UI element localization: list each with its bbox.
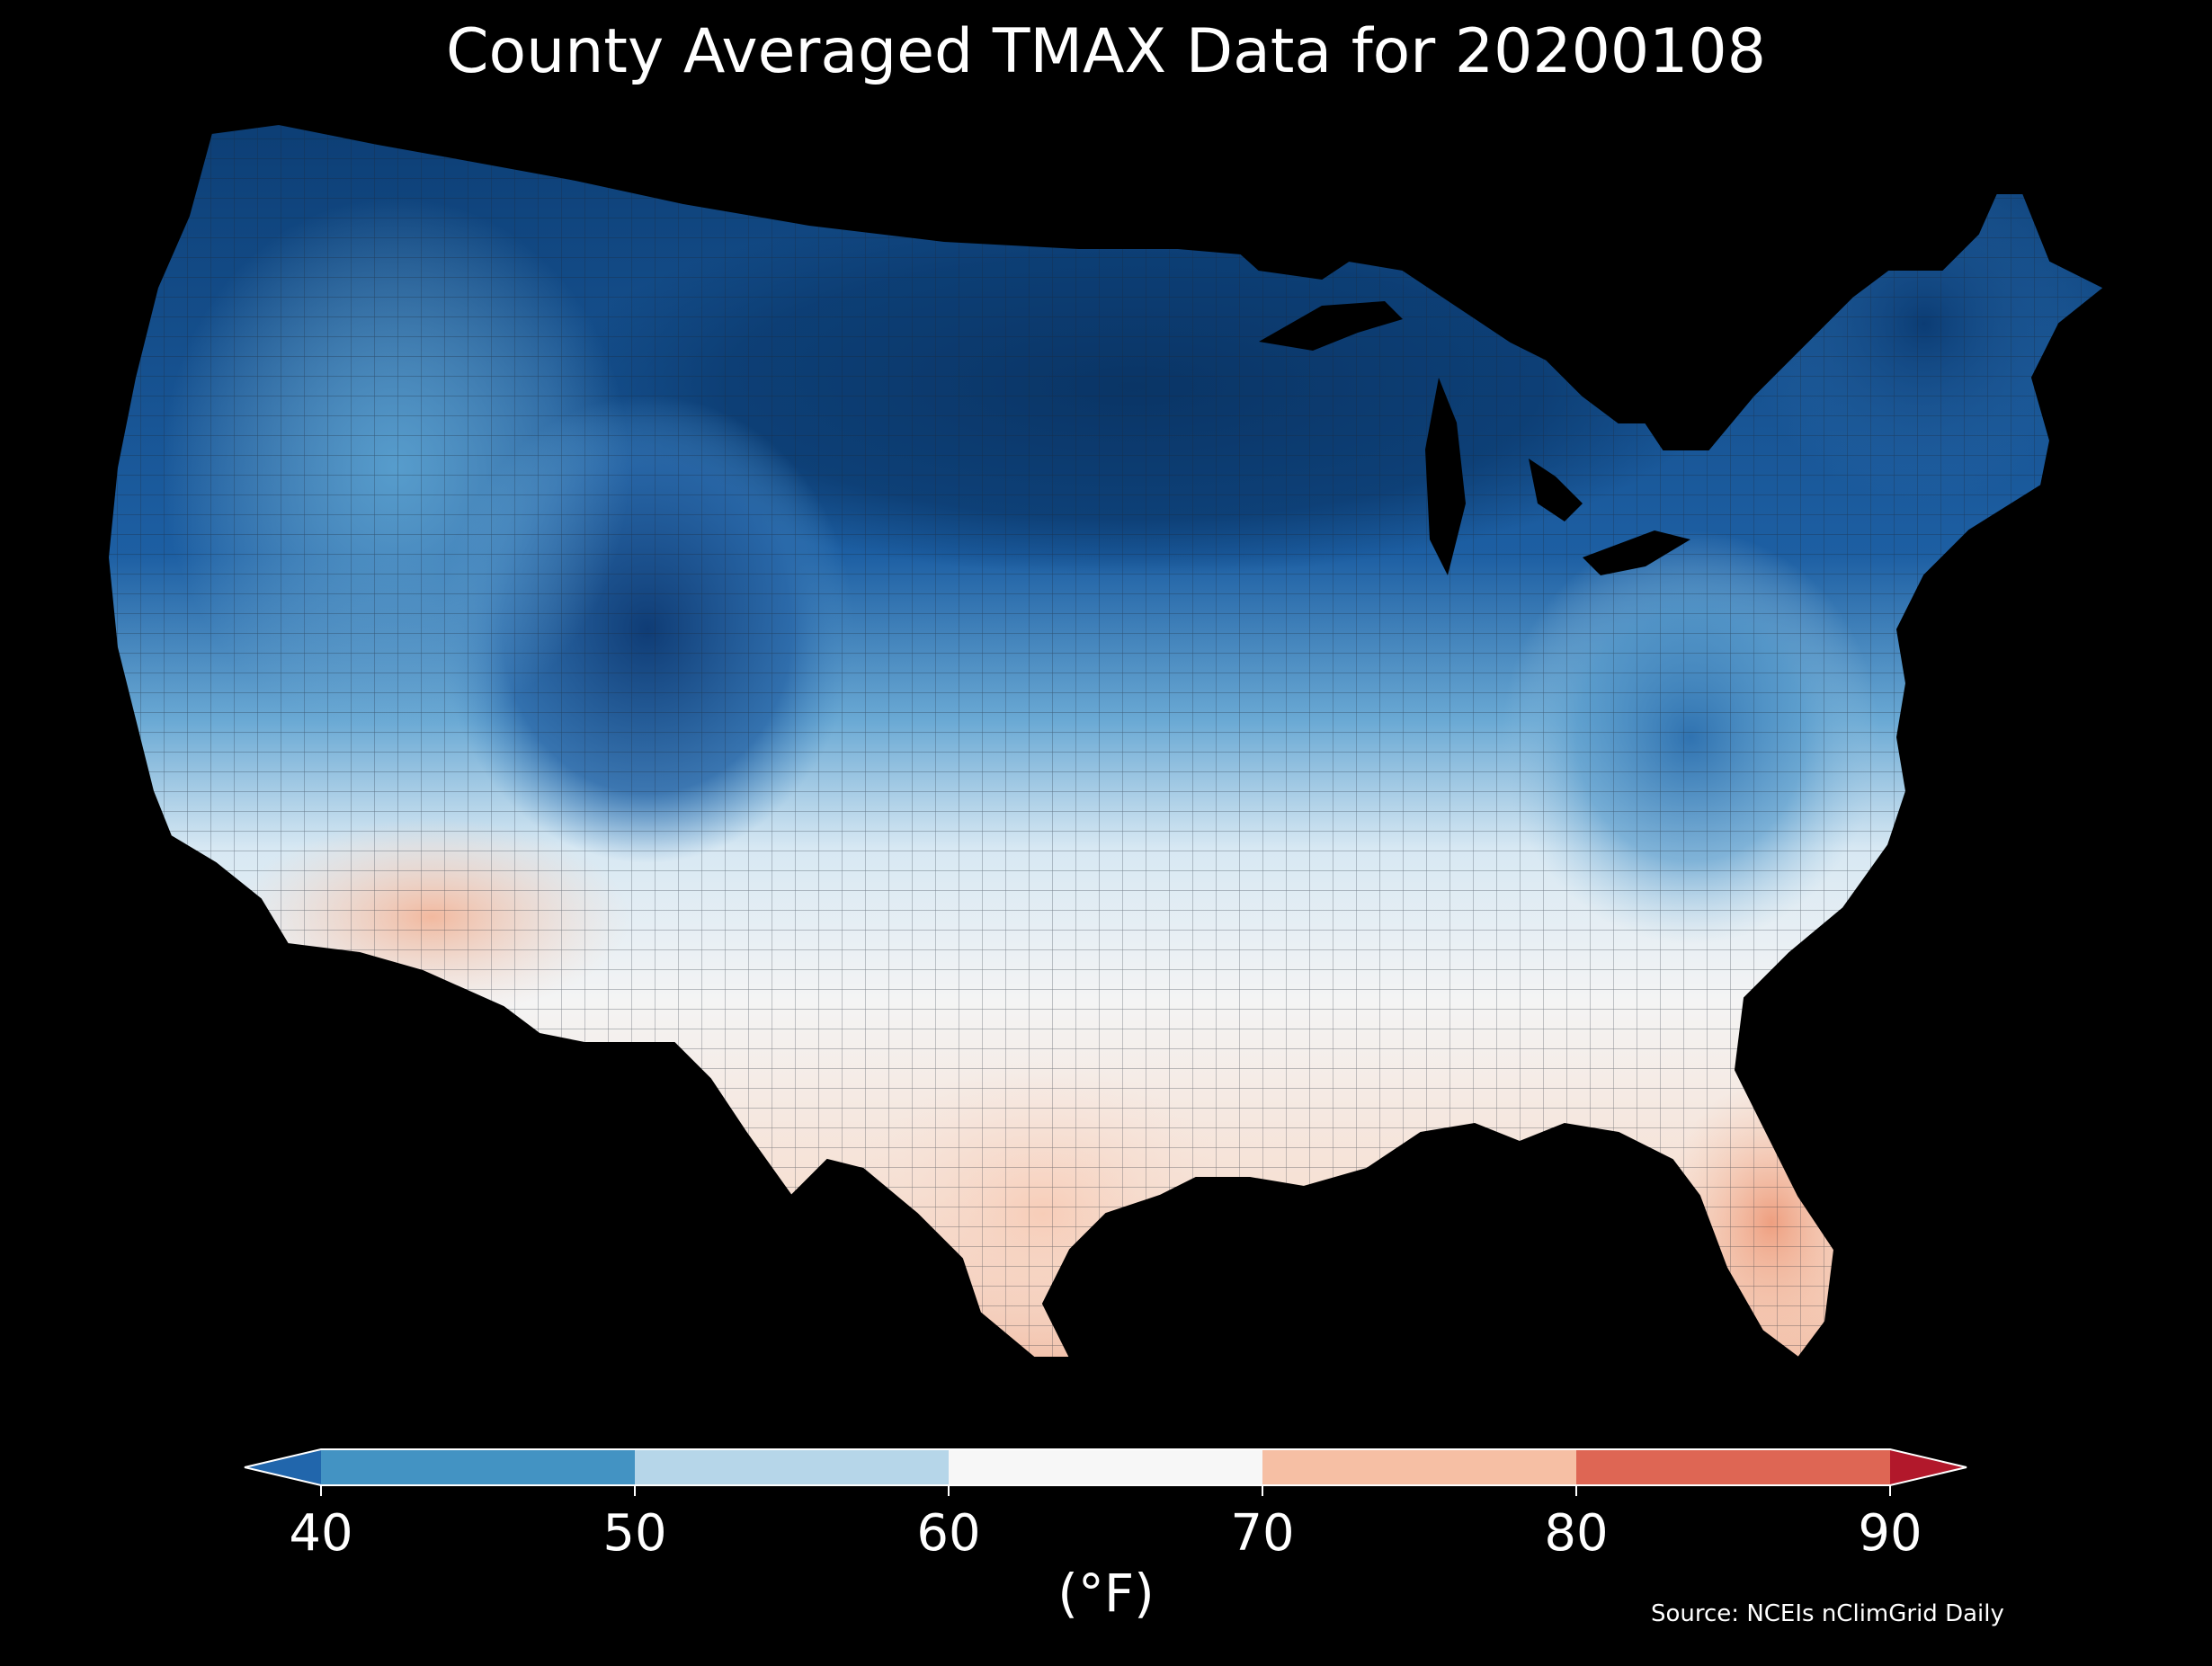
colorbar-tick-label: 50 — [602, 1504, 666, 1563]
colorbar-segment-1 — [321, 1449, 635, 1485]
colorbar-segment-5 — [1576, 1449, 1890, 1485]
colorbar-tick-label: 60 — [916, 1504, 980, 1563]
colorbar-segment-2 — [635, 1449, 949, 1485]
colorbar-segment-0 — [245, 1449, 321, 1485]
lake-huron — [1529, 459, 1583, 521]
lake-erie — [1583, 530, 1690, 575]
colorbar-tick-label: 40 — [289, 1504, 352, 1563]
colorbar-segment-6 — [1890, 1449, 1967, 1485]
lake-michigan — [1425, 378, 1466, 575]
colorbar-unit-label: (°F) — [1057, 1563, 1155, 1624]
colorbar-tick-label: 90 — [1858, 1504, 1922, 1563]
map-title: County Averaged TMAX Data for 20200108 — [446, 16, 1766, 87]
source-credit: Source: NCEIs nClimGrid Daily — [1651, 1600, 2004, 1627]
colorbar-segment-4 — [1262, 1449, 1576, 1485]
colorbar-segment-3 — [949, 1449, 1262, 1485]
colorbar-tick-label: 70 — [1230, 1504, 1294, 1563]
lake-superior — [1259, 301, 1403, 351]
colorbar-tick-label: 80 — [1544, 1504, 1608, 1563]
